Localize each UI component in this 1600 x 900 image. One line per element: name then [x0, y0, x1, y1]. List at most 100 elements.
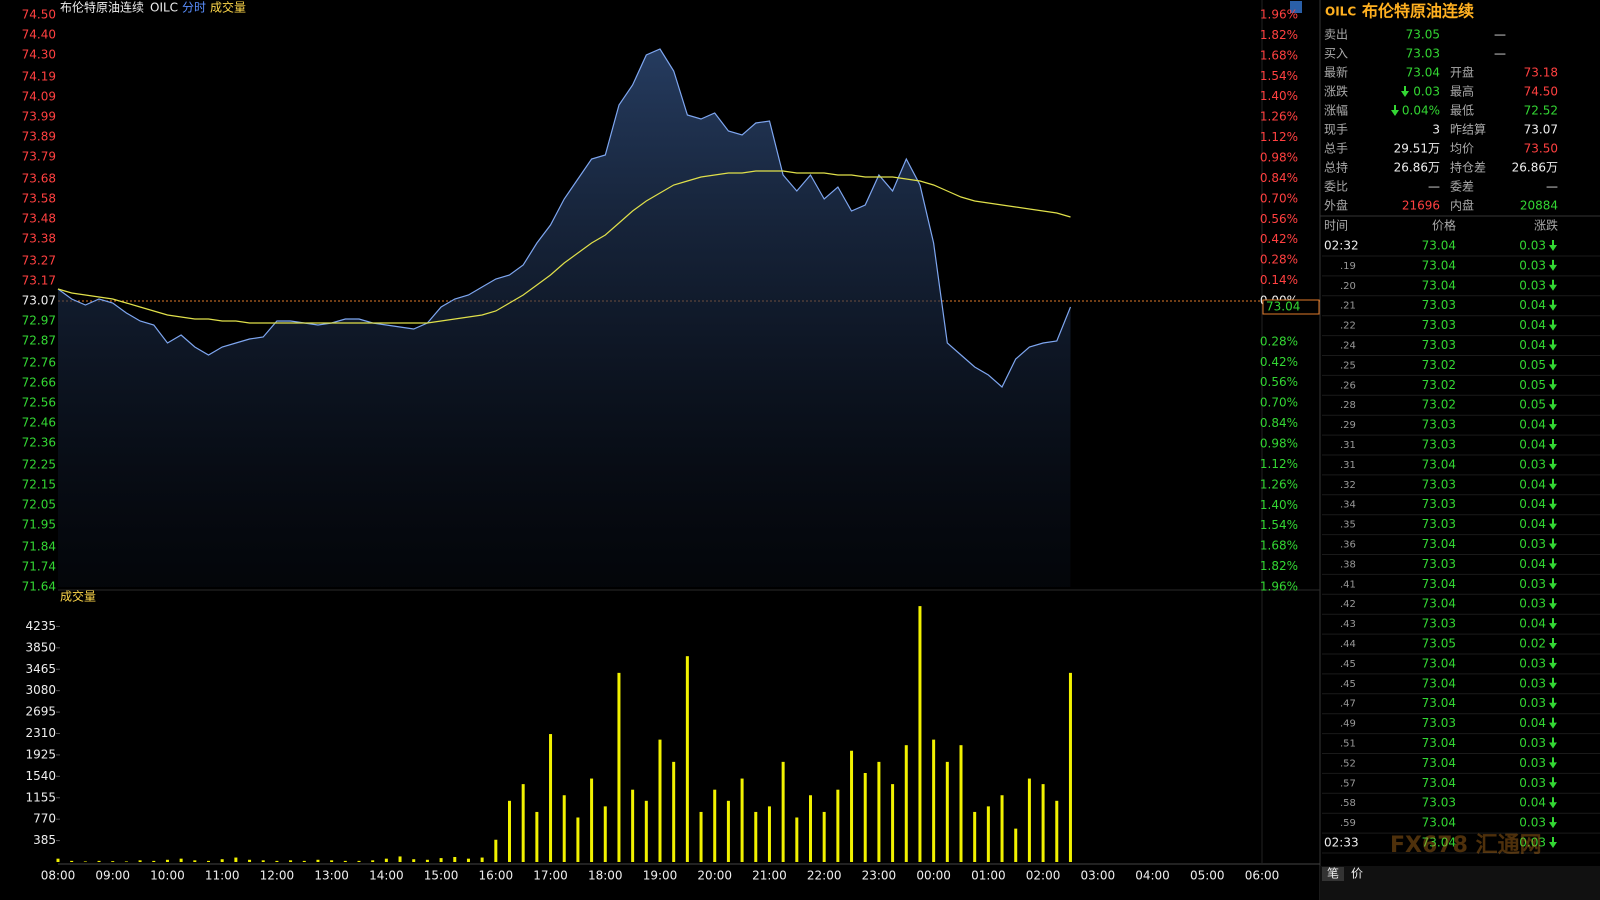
tick-price: 73.04: [1422, 258, 1456, 272]
x-tick-label: 18:00: [588, 869, 623, 883]
quote-value: 26.86万: [1512, 161, 1558, 175]
volume-bar: [261, 860, 265, 862]
quote-value: 74.50: [1524, 85, 1558, 99]
volume-bar: [1055, 800, 1059, 862]
y-tick-label: 72.25: [22, 458, 56, 472]
volume-bar: [70, 860, 74, 862]
volume-tick-label: 1540: [25, 769, 56, 783]
volume-bar: [932, 739, 936, 862]
volume-bar: [986, 806, 990, 862]
tab-label[interactable]: 价: [1351, 867, 1363, 881]
tick-price: 73.04: [1422, 457, 1456, 471]
quote-label: 买入: [1324, 47, 1348, 61]
tick-change: 0.05: [1519, 358, 1546, 372]
volume-bar: [617, 672, 621, 862]
volume-bar: [562, 795, 566, 862]
volume-bar: [193, 860, 197, 862]
y-tick-label: 71.64: [22, 580, 56, 594]
volume-bar: [453, 856, 457, 862]
y-tick-label: 72.05: [22, 498, 56, 512]
down-arrow: [1549, 299, 1557, 311]
quote-value: 73.05: [1406, 28, 1440, 42]
down-arrow: [1549, 797, 1557, 809]
volume-tick-label: 2695: [25, 705, 56, 719]
tick-price: 73.03: [1422, 557, 1456, 571]
quote-value: 73.04: [1406, 66, 1440, 80]
y-tick-label: 73.99: [22, 110, 56, 124]
tab[interactable]: [1346, 867, 1368, 881]
tick-time: .38: [1340, 559, 1356, 570]
tick-time: .47: [1340, 699, 1356, 710]
y-tick-label: 74.09: [22, 90, 56, 104]
volume-bar: [754, 811, 758, 862]
tick-time: .57: [1340, 778, 1356, 789]
header-mode[interactable]: 分时: [182, 1, 206, 15]
volume-bar: [371, 860, 375, 862]
volume-tick-label: 2310: [25, 726, 56, 740]
volume-bar: [439, 858, 443, 862]
down-arrow: [1549, 618, 1557, 630]
down-arrow: [1549, 598, 1557, 610]
tick-price: 73.03: [1422, 617, 1456, 631]
volume-bar: [740, 778, 744, 862]
quote-value: 72.52: [1524, 104, 1558, 118]
volume-bar: [699, 811, 703, 862]
volume-bar: [836, 789, 840, 862]
volume-bar: [658, 739, 662, 862]
tick-time: 02:32: [1324, 239, 1359, 253]
tick-time: .19: [1340, 261, 1356, 272]
quote-value: —: [1494, 28, 1506, 42]
tick-price: 73.02: [1422, 398, 1456, 412]
volume-bar: [891, 784, 895, 862]
y-tick-label: 72.76: [22, 356, 56, 370]
volume-bar: [809, 795, 812, 862]
tab-label[interactable]: 笔: [1327, 866, 1339, 881]
volume-bar: [207, 860, 210, 862]
y2-tick-label: 0.28%: [1260, 334, 1298, 348]
volume-tick-label: 770: [33, 812, 56, 826]
quote-value: —: [1494, 47, 1506, 61]
volume-tick-label: 1155: [25, 790, 56, 804]
volume-bar: [508, 800, 511, 862]
y2-tick-label: 0.84%: [1260, 416, 1298, 430]
volume-bar: [959, 745, 963, 862]
y2-tick-label: 1.12%: [1260, 457, 1298, 471]
price-area: [58, 49, 1071, 587]
x-tick-label: 08:00: [41, 869, 76, 883]
tick-change: 0.04: [1519, 298, 1546, 312]
panel-code: OILC: [1325, 5, 1356, 19]
quote-value: 20884: [1520, 199, 1558, 213]
y2-tick-label: 1.96%: [1260, 8, 1298, 22]
y-tick-label: 72.66: [22, 376, 56, 390]
quote-label: 卖出: [1324, 28, 1348, 42]
volume-bar: [316, 859, 320, 862]
quote-value: 3: [1432, 123, 1440, 137]
y2-tick-label: 1.54%: [1260, 69, 1298, 83]
volume-tick-label: 4235: [25, 619, 56, 633]
tab[interactable]: [1322, 867, 1344, 881]
tick-price: 73.04: [1422, 736, 1456, 750]
volume-bar: [973, 811, 977, 862]
down-arrow: [1549, 419, 1557, 431]
tick-price: 73.03: [1422, 497, 1456, 511]
y-tick-label: 72.56: [22, 396, 56, 410]
y2-tick-label: 0.98%: [1260, 151, 1298, 165]
quote-label: 内盘: [1450, 198, 1474, 213]
last-price-box: [1262, 299, 1320, 315]
quote-label: 总手: [1324, 142, 1348, 156]
header-indicator[interactable]: 成交量: [210, 0, 246, 15]
y2-tick-label: 1.26%: [1260, 110, 1298, 124]
down-arrow: [1549, 538, 1557, 550]
y2-tick-label: 1.68%: [1260, 539, 1298, 553]
tick-price: 73.02: [1422, 378, 1456, 392]
quote-label: 外盘: [1324, 198, 1348, 213]
quote-label: 委比: [1324, 180, 1348, 194]
volume-tick-label: 3080: [25, 683, 56, 697]
down-arrow: [1549, 359, 1557, 371]
y2-tick-label: 1.12%: [1260, 130, 1298, 144]
tick-change: 0.03: [1519, 676, 1546, 690]
tick-change: 0.04: [1519, 418, 1546, 432]
toolbar-icon[interactable]: [1290, 1, 1302, 13]
volume-bar: [644, 800, 648, 862]
